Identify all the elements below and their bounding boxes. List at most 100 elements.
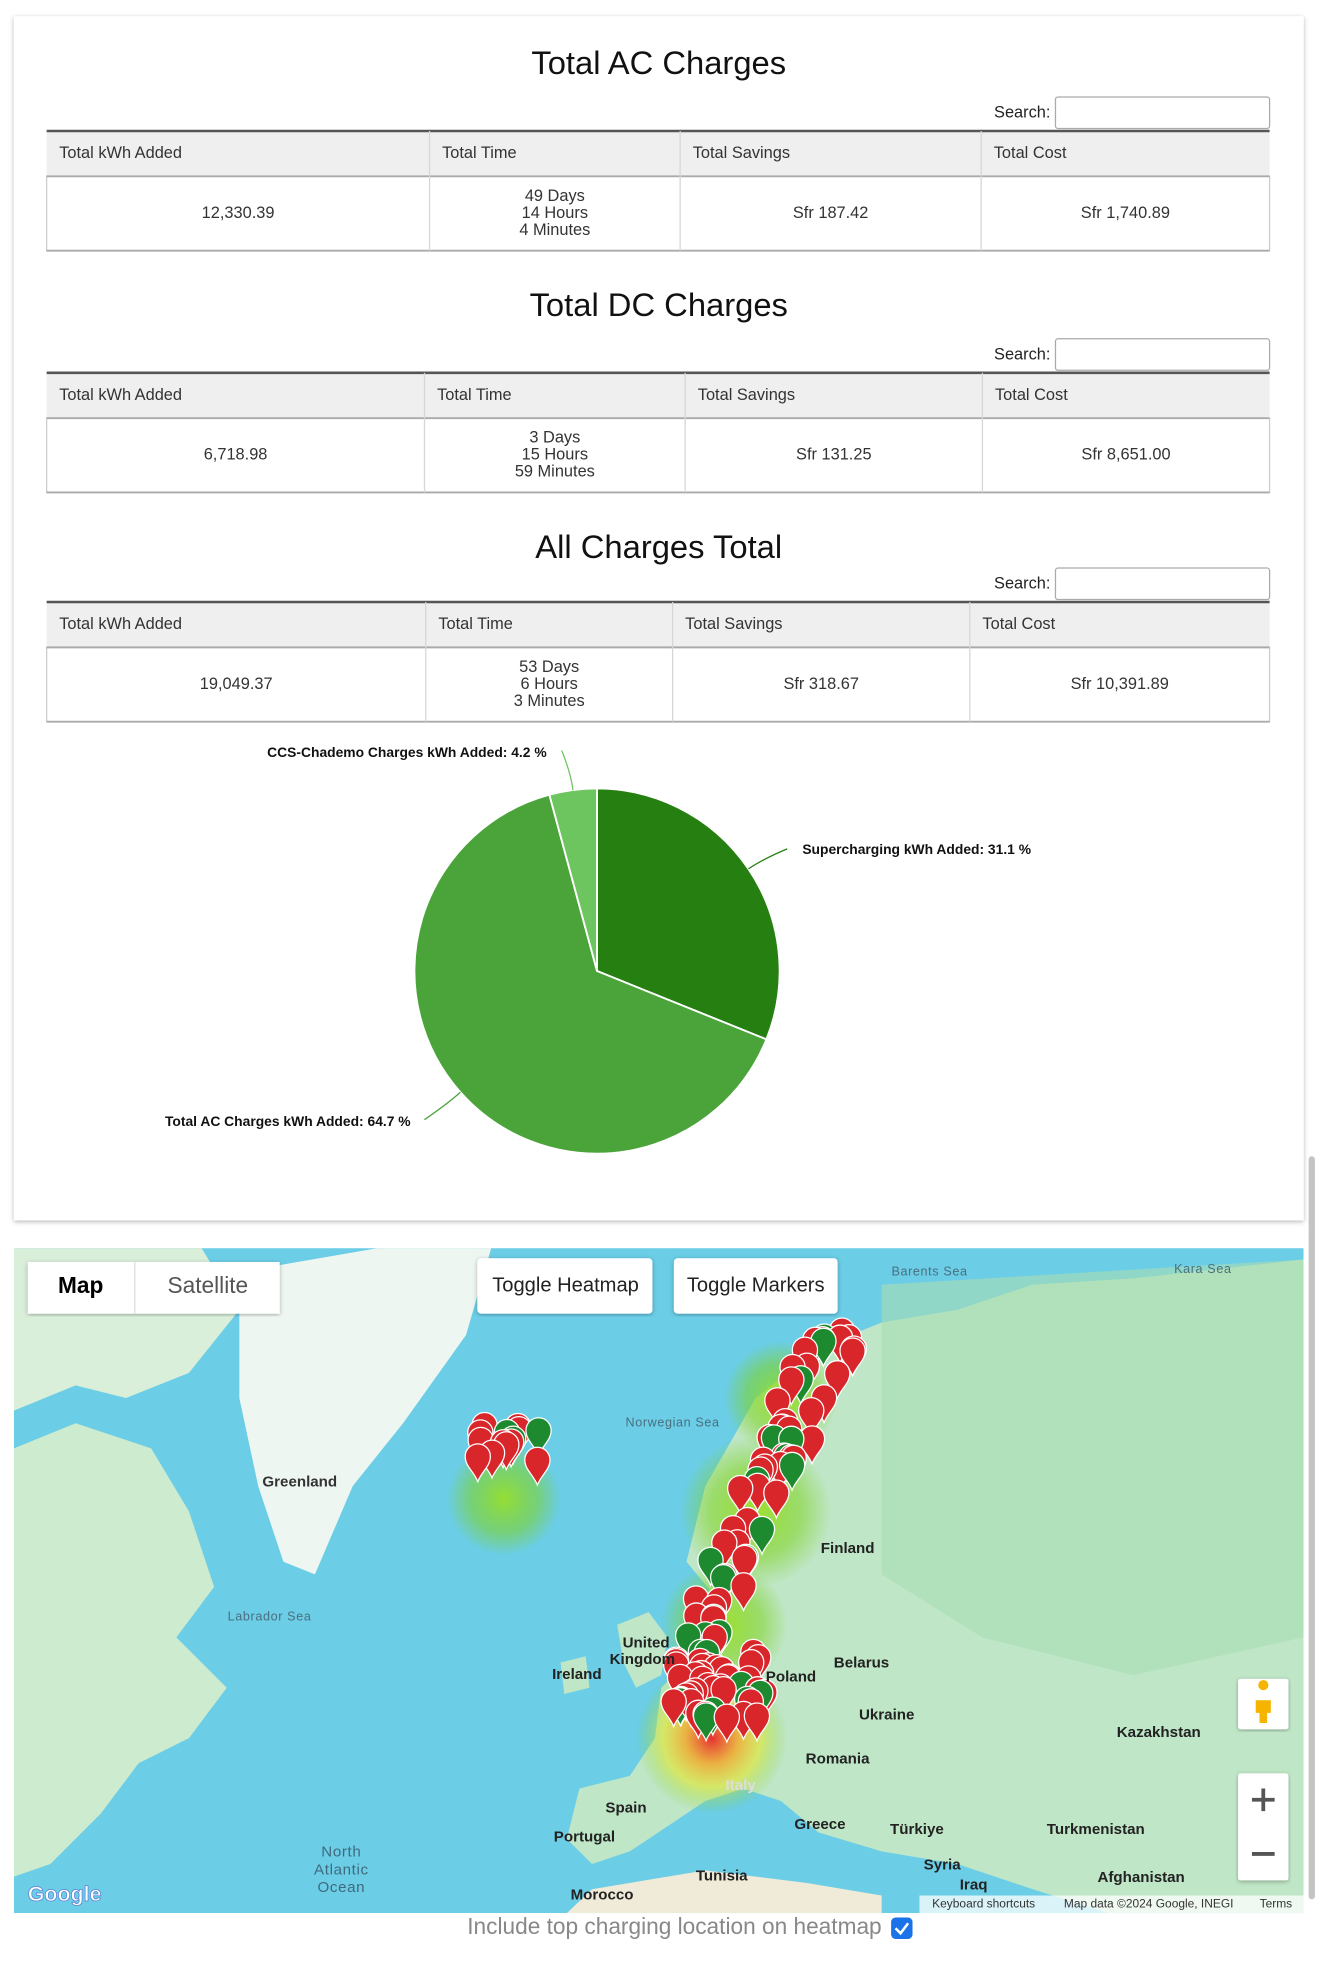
- markers-button[interactable]: [673, 1258, 838, 1314]
- checkmark[interactable]: [894, 1922, 910, 1936]
- leader-line: [424, 1091, 461, 1121]
- map-logo: Google: [28, 1882, 102, 1906]
- cell-text: 49 Days: [525, 187, 585, 205]
- land: [881, 1259, 1304, 1676]
- pie-slice: [548, 787, 598, 972]
- slice-label: CCS-Chademo Charges kWh Added: 4.2 %: [267, 744, 546, 760]
- attribution-bar: [919, 1895, 1304, 1914]
- map-label: Iraq: [960, 1876, 988, 1893]
- map-label: Afghanistan: [1097, 1869, 1184, 1886]
- cell-text: Sfr 8,651.00: [1081, 446, 1170, 464]
- column-header: Total kWh Added: [59, 144, 182, 162]
- map-label: Ireland: [552, 1666, 602, 1683]
- map-label: Greenland: [262, 1473, 337, 1490]
- table-header: [46, 372, 1270, 419]
- marker[interactable]: [743, 1702, 771, 1743]
- table-title: Total DC Charges: [530, 286, 788, 323]
- cell-text: Sfr 1,740.89: [1081, 204, 1170, 222]
- land: [13, 1423, 227, 1877]
- map-button[interactable]: Toggle Markers: [687, 1274, 825, 1296]
- marker[interactable]: [464, 1443, 492, 1484]
- map-label: Ocean: [318, 1879, 366, 1896]
- marker[interactable]: [798, 1397, 825, 1438]
- map-label: Tunisia: [696, 1868, 748, 1885]
- column-header: Total Cost: [995, 386, 1068, 404]
- search-input[interactable]: [1054, 567, 1271, 601]
- leader-line: [748, 848, 788, 870]
- map-label: Turkmenistan: [1047, 1821, 1145, 1838]
- slice-label: Supercharging kWh Added: 31.1 %: [802, 841, 1031, 857]
- zoom-icons: [1251, 1788, 1275, 1856]
- marker[interactable]: [524, 1446, 551, 1487]
- map-button[interactable]: Map: [58, 1272, 103, 1298]
- marker[interactable]: [713, 1703, 741, 1744]
- column-header: Total Time: [437, 386, 512, 404]
- cell-text: Sfr 131.25: [796, 446, 872, 464]
- cell-text: 14 Hours: [522, 204, 588, 222]
- column-header: Total Time: [438, 615, 513, 633]
- marker[interactable]: [824, 1360, 851, 1401]
- cell-text: Sfr 10,391.89: [1071, 675, 1169, 693]
- map-label: Norwegian Sea: [625, 1416, 719, 1430]
- map[interactable]: Greenland Labrador Sea Norwegian Sea Barent…: [13, 1248, 1304, 1914]
- map-label: Atlantic: [314, 1861, 369, 1878]
- column-header: Total kWh Added: [59, 615, 182, 633]
- marker[interactable]: [763, 1479, 790, 1520]
- search-label: Search:: [994, 104, 1050, 122]
- table-header: [46, 130, 1270, 177]
- marker[interactable]: [778, 1451, 806, 1492]
- search-label: Search:: [994, 575, 1050, 593]
- column-header: Total Savings: [685, 615, 782, 633]
- marker[interactable]: [525, 1417, 552, 1458]
- marker[interactable]: [726, 1474, 754, 1516]
- table-body: [46, 175, 1271, 252]
- table-title: Total AC Charges: [531, 44, 786, 81]
- table-body: [46, 646, 1271, 723]
- map-label: Portugal: [554, 1829, 615, 1846]
- cell-text: Sfr 187.42: [793, 204, 869, 222]
- map-label: Italy: [725, 1777, 756, 1794]
- column-header: Total kWh Added: [59, 386, 182, 404]
- marker[interactable]: [692, 1702, 720, 1743]
- leader-line: [561, 750, 574, 791]
- column-header: Total Savings: [693, 144, 790, 162]
- map-label: Poland: [766, 1669, 816, 1686]
- map-label: Kingdom: [610, 1651, 675, 1668]
- checkbox-label: Include top charging location on heatmap: [467, 1913, 881, 1939]
- pegman-icon: [1255, 1680, 1271, 1723]
- attribution[interactable]: Keyboard shortcuts: [932, 1896, 1035, 1910]
- map-type-control: [27, 1261, 280, 1314]
- map-label: Belarus: [834, 1655, 889, 1672]
- scrollbar[interactable]: [1308, 1156, 1315, 1900]
- column-header: Total Cost: [982, 615, 1055, 633]
- marker[interactable]: [839, 1337, 866, 1378]
- marker[interactable]: [660, 1688, 687, 1729]
- search-input[interactable]: [1054, 338, 1271, 371]
- zoom-control[interactable]: [1238, 1773, 1289, 1881]
- map-button[interactable]: Toggle Heatmap: [492, 1274, 639, 1296]
- pie-slice: [413, 793, 768, 1155]
- cell-text: 19,049.37: [200, 675, 273, 693]
- cell-text: 3 Minutes: [514, 692, 585, 710]
- map-label: Barents Sea: [891, 1264, 967, 1278]
- cell-text: 59 Minutes: [515, 463, 595, 481]
- map-label: Morocco: [571, 1886, 634, 1903]
- cell-text: 6,718.98: [204, 446, 268, 464]
- marker[interactable]: [730, 1572, 757, 1613]
- table-header: [46, 602, 1270, 648]
- search-label: Search:: [994, 345, 1050, 363]
- map-label: Kara Sea: [1174, 1262, 1231, 1276]
- search-input[interactable]: [1054, 96, 1271, 130]
- heatmap-button[interactable]: [477, 1258, 653, 1314]
- slice-label: Total AC Charges kWh Added: 64.7 %: [165, 1113, 411, 1129]
- checkbox[interactable]: [891, 1917, 913, 1939]
- map-label: Kazakhstan: [1117, 1724, 1201, 1741]
- attribution[interactable]: Terms: [1260, 1896, 1293, 1910]
- cell-text: 3 Days: [529, 429, 580, 447]
- marker[interactable]: [748, 1515, 776, 1556]
- map-button[interactable]: Satellite: [168, 1272, 249, 1298]
- map-label: Finland: [821, 1540, 875, 1557]
- table-title: All Charges Total: [535, 528, 782, 565]
